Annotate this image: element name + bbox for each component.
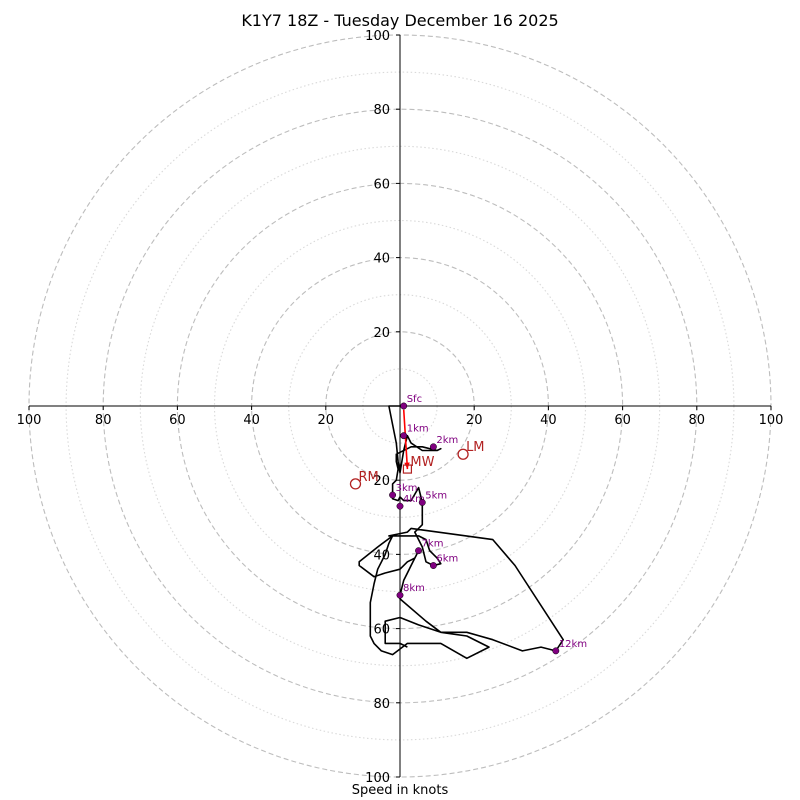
x-tick-label: 20 [466, 413, 483, 428]
x-tick-label: 20 [318, 413, 335, 428]
storm-motion-label: MW [410, 455, 434, 470]
height-marker-point [429, 562, 437, 569]
shear-vector-layer [402, 409, 410, 470]
y-tick-label: 80 [373, 103, 390, 118]
y-tick-label: 100 [365, 771, 390, 786]
height-marker-label: 5km [425, 490, 447, 501]
height-marker-point [396, 502, 404, 510]
storm-motion-marker [457, 448, 469, 460]
height-marker-label: 7km [422, 539, 444, 550]
x-tick-label: 40 [243, 413, 260, 428]
chart-title: K1Y7 18Z - Tuesday December 16 2025 [241, 11, 559, 30]
y-tick-label: 20 [373, 474, 390, 489]
tick-labels: 100 80 60 40 20 20 40 60 80 100100806040202040608… [17, 29, 784, 786]
x-axis-label: Speed in knots [351, 783, 449, 798]
height-marker-label: 4km [403, 494, 425, 505]
x-tick-label: 60 [614, 413, 631, 428]
height-marker-label: 6km [436, 554, 458, 565]
y-tick-label: 40 [373, 252, 390, 267]
x-tick-label: 60 [169, 413, 186, 428]
y-tick-label: 60 [373, 177, 390, 192]
height-marker-point [415, 547, 422, 555]
height-marker-point [396, 591, 404, 599]
height-marker-point [400, 432, 408, 440]
storm-motion-markers: LM RM MW [349, 440, 485, 490]
x-tick-label: 100 [17, 413, 42, 428]
storm-motion-label: LM [466, 440, 484, 455]
shear-vector [402, 409, 409, 470]
height-marker-point [418, 499, 426, 506]
storm-motion-marker [349, 478, 362, 490]
height-marker-point [429, 443, 437, 451]
x-tick-label: 80 [95, 413, 112, 428]
height-marker-label: 12km [559, 639, 587, 650]
shear-vector-head [404, 462, 410, 470]
wind-trace [358, 405, 565, 660]
height-marker-label: Sfc [407, 394, 422, 405]
storm-motion-label: RM [358, 470, 378, 485]
x-tick-label: 40 [540, 413, 557, 428]
mean-wind-marker [402, 464, 413, 474]
height-marker-point [552, 647, 560, 655]
height-marker-label: 1km [407, 424, 429, 435]
y-tick-label: 60 [373, 623, 390, 638]
y-tick-label: 80 [373, 697, 390, 712]
height-marker-label: 3km [396, 483, 418, 494]
x-tick-label: 100 [759, 413, 784, 428]
wind-trace-layer [358, 405, 565, 660]
height-marker-label: 8km [403, 583, 425, 594]
height-marker-label: 2km [436, 435, 458, 446]
x-tick-label: 80 [689, 413, 706, 428]
height-marker-point [389, 491, 397, 499]
y-tick-label: 20 [373, 326, 390, 341]
height-marker-point [400, 402, 408, 410]
y-tick-label: 100 [365, 29, 390, 44]
